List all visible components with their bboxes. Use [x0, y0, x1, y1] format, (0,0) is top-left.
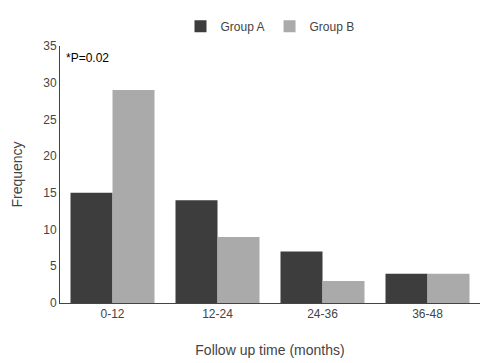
svg-text:10: 10	[43, 223, 57, 237]
svg-text:12-24: 12-24	[202, 307, 233, 321]
svg-text:Frequency: Frequency	[9, 141, 25, 207]
svg-text:15: 15	[43, 186, 57, 200]
svg-text:5: 5	[50, 259, 57, 273]
svg-text:0-12: 0-12	[100, 307, 124, 321]
svg-text:Group B: Group B	[310, 20, 355, 34]
svg-text:20: 20	[43, 149, 57, 163]
svg-text:30: 30	[43, 76, 57, 90]
svg-text:36-48: 36-48	[412, 307, 443, 321]
svg-text:25: 25	[43, 113, 57, 127]
svg-text:24-36: 24-36	[307, 307, 338, 321]
svg-text:Group A: Group A	[221, 20, 265, 34]
svg-text:*P=0.02: *P=0.02	[66, 51, 109, 65]
svg-text:35: 35	[43, 39, 57, 53]
svg-text:Follow up time (months): Follow up time (months)	[195, 342, 344, 358]
svg-text:0: 0	[50, 296, 57, 310]
